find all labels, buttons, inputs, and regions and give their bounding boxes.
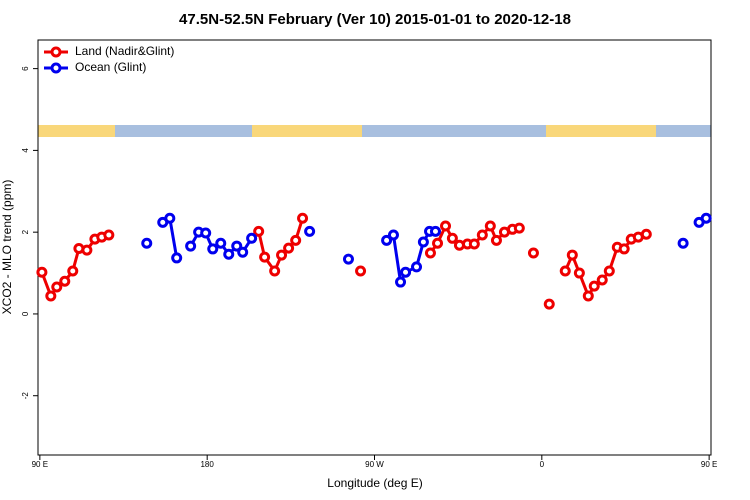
data-point <box>269 265 281 277</box>
data-point <box>490 234 502 246</box>
legend-label: Land (Nadir&Glint) <box>75 44 174 58</box>
x-axis-label: Longitude (deg E) <box>327 476 422 490</box>
data-point <box>588 280 600 292</box>
data-point <box>51 281 63 293</box>
data-point <box>429 225 441 237</box>
data-point <box>304 225 316 237</box>
data-point <box>36 266 48 278</box>
data-point <box>237 246 249 258</box>
data-point <box>527 247 539 259</box>
x-tick-label: 90 E <box>32 460 48 469</box>
land-ocean-strip <box>38 125 711 137</box>
data-point <box>603 265 615 277</box>
data-point <box>424 247 436 259</box>
y-tick-label: 0 <box>21 311 30 316</box>
y-tick-label: 4 <box>21 148 30 153</box>
data-point <box>381 234 393 246</box>
y-tick-label: -2 <box>21 392 30 400</box>
x-tick-label: 90 E <box>701 460 717 469</box>
data-point <box>566 249 578 261</box>
data-point <box>387 229 399 241</box>
data-point <box>559 265 571 277</box>
data-point <box>164 212 176 224</box>
data-point <box>677 237 689 249</box>
data-point <box>185 240 197 252</box>
data-point <box>618 243 630 255</box>
data-point <box>582 290 594 302</box>
legend-marker <box>50 46 62 58</box>
data-point <box>297 212 309 224</box>
data-point <box>417 236 429 248</box>
data-point <box>283 242 295 254</box>
data-point <box>468 238 480 250</box>
data-point <box>513 222 525 234</box>
data-point <box>231 240 243 252</box>
data-point <box>253 225 265 237</box>
data-point <box>484 220 496 232</box>
data-point <box>207 243 219 255</box>
data-point <box>67 265 79 277</box>
data-point <box>215 237 227 249</box>
data-point <box>103 229 115 241</box>
data-point <box>200 227 212 239</box>
data-point <box>355 265 367 277</box>
data-point <box>141 237 153 249</box>
data-point <box>81 244 93 256</box>
data-point <box>411 261 423 273</box>
data-point <box>700 212 712 224</box>
chart-title: 47.5N-52.5N February (Ver 10) 2015-01-01… <box>179 11 571 28</box>
x-tick-label: 180 <box>200 460 214 469</box>
data-point <box>596 274 608 286</box>
data-point <box>171 252 183 264</box>
data-point <box>223 248 235 260</box>
legend-marker <box>50 62 62 74</box>
data-point <box>573 267 585 279</box>
legend-label: Ocean (Glint) <box>75 60 146 74</box>
data-point <box>290 234 302 246</box>
data-point <box>246 232 258 244</box>
data-point <box>446 232 458 244</box>
y-tick-label: 6 <box>21 66 30 71</box>
data-point <box>543 298 555 310</box>
x-tick-label: 0 <box>540 460 545 469</box>
data-point <box>45 290 57 302</box>
data-point <box>476 229 488 241</box>
data-point <box>432 237 444 249</box>
plot-frame <box>37 39 712 456</box>
data-point <box>259 251 271 263</box>
y-tick-label: 2 <box>21 229 30 234</box>
data-point <box>395 276 407 288</box>
x-tick-label: 90 W <box>365 460 384 469</box>
data-point <box>59 275 71 287</box>
data-point <box>400 266 412 278</box>
y-axis-label: XCO2 - MLO trend (ppm) <box>0 180 14 315</box>
data-point <box>342 253 354 265</box>
data-point <box>276 249 288 261</box>
data-point <box>440 220 452 232</box>
data-point <box>640 228 652 240</box>
